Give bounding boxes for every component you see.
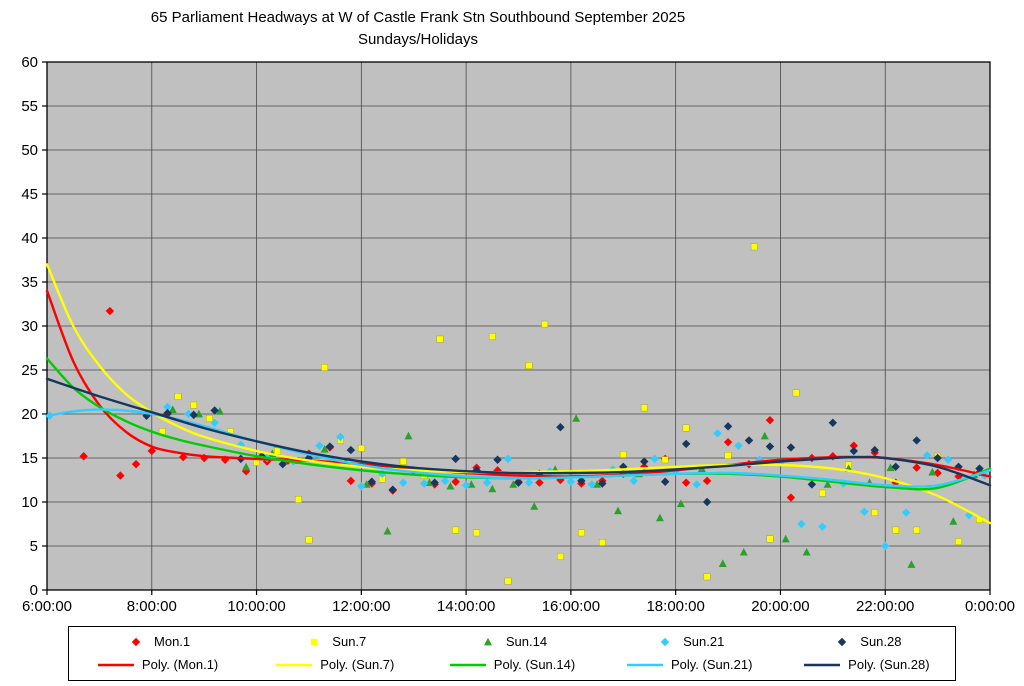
legend-item-poly-sun-14-: Poly. (Sun.14) (423, 657, 600, 672)
y-axis: 0 5 10 15 20 25 30 35 40 45 50 55 60 (21, 54, 47, 599)
y-tick-label: 60 (21, 54, 38, 71)
legend: Mon.1 Sun.7 Sun.14 Sun.21 Sun.28 Poly. (Mon.1… (68, 626, 956, 681)
chart-subtitle: Sundays/Holidays (357, 31, 479, 48)
legend-label: Sun.14 (505, 634, 548, 649)
x-tick-label: 20:00:00 (751, 598, 809, 615)
trendline-poly-sun-14- (45, 357, 992, 491)
legend-label: Mon.1 (154, 634, 191, 649)
legend-row: Poly. (Mon.1) Poly. (Sun.7) Poly. (Sun.14)… (69, 653, 955, 676)
x-tick-label: 0:00:00 (965, 598, 1015, 615)
x-tick-label: 14:00:00 (437, 598, 495, 615)
legend-marker-swatch (131, 637, 141, 646)
y-tick-label: 15 (21, 450, 38, 467)
y-tick-label: 45 (21, 186, 38, 203)
legend-item-mon-1: Mon.1 (69, 634, 246, 649)
y-tick-label: 0 (30, 582, 38, 599)
legend-label: Poly. (Sun.21) (670, 657, 753, 672)
legend-line-swatch (626, 663, 663, 666)
legend-marker-swatch (660, 637, 670, 646)
legend-label: Poly. (Sun.7) (320, 657, 395, 672)
legend-marker-swatch (311, 638, 318, 645)
chart-title-block: 65 Parliament Headways at W of Castle Fr… (0, 6, 836, 51)
x-tick-label: 18:00:00 (646, 598, 704, 615)
legend-item-sun-21: Sun.21 (601, 634, 778, 649)
legend-line-swatch (276, 663, 313, 666)
legend-item-sun-28: Sun.28 (778, 634, 955, 649)
y-tick-label: 55 (21, 98, 38, 115)
y-tick-label: 25 (21, 362, 38, 379)
trendline-poly-sun-28- (45, 377, 992, 487)
y-tick-label: 20 (21, 406, 38, 423)
x-tick-label: 6:00:00 (22, 598, 72, 615)
legend-item-poly-sun-7-: Poly. (Sun.7) (246, 657, 423, 672)
legend-marker-swatch (838, 637, 847, 646)
chart-title: 65 Parliament Headways at W of Castle Fr… (150, 9, 686, 26)
x-axis: 6:00:00 8:00:00 10:00:00 12:00:00 14:00:00 16… (22, 590, 1015, 615)
legend-item-poly-mon-1-: Poly. (Mon.1) (69, 657, 246, 672)
legend-row: Mon.1 Sun.7 Sun.14 Sun.21 Sun.28 (69, 630, 955, 653)
scatter-series-sun-28 (142, 406, 984, 507)
legend-item-sun-14: Sun.14 (423, 634, 600, 649)
y-tick-label: 35 (21, 274, 38, 291)
legend-label: Poly. (Mon.1) (141, 657, 219, 672)
legend-item-poly-sun-28-: Poly. (Sun.28) (778, 657, 955, 672)
y-tick-label: 10 (21, 494, 38, 511)
trendline-poly-sun-21- (45, 408, 992, 488)
x-tick-label: 8:00:00 (127, 598, 177, 615)
legend-label: Sun.21 (683, 634, 725, 649)
legend-item-sun-7: Sun.7 (246, 634, 423, 649)
x-tick-label: 16:00:00 (542, 598, 600, 615)
x-tick-label: 22:00:00 (856, 598, 914, 615)
legend-line-swatch (97, 663, 134, 666)
legend-label: Sun.28 (860, 634, 902, 649)
x-tick-label: 10:00:00 (227, 598, 285, 615)
legend-label: Poly. (Sun.14) (493, 657, 576, 672)
legend-item-poly-sun-21-: Poly. (Sun.21) (601, 657, 778, 672)
y-tick-label: 40 (21, 230, 38, 247)
y-tick-label: 5 (30, 538, 38, 555)
x-tick-label: 12:00:00 (332, 598, 390, 615)
legend-line-swatch (804, 663, 841, 666)
y-tick-label: 30 (21, 318, 38, 335)
y-tick-label: 50 (21, 142, 38, 159)
trendline-poly-sun-7- (45, 263, 992, 525)
legend-line-swatch (449, 663, 486, 666)
legend-label: Poly. (Sun.28) (848, 657, 930, 672)
legend-marker-swatch (483, 637, 492, 645)
legend-label: Sun.7 (332, 634, 367, 649)
